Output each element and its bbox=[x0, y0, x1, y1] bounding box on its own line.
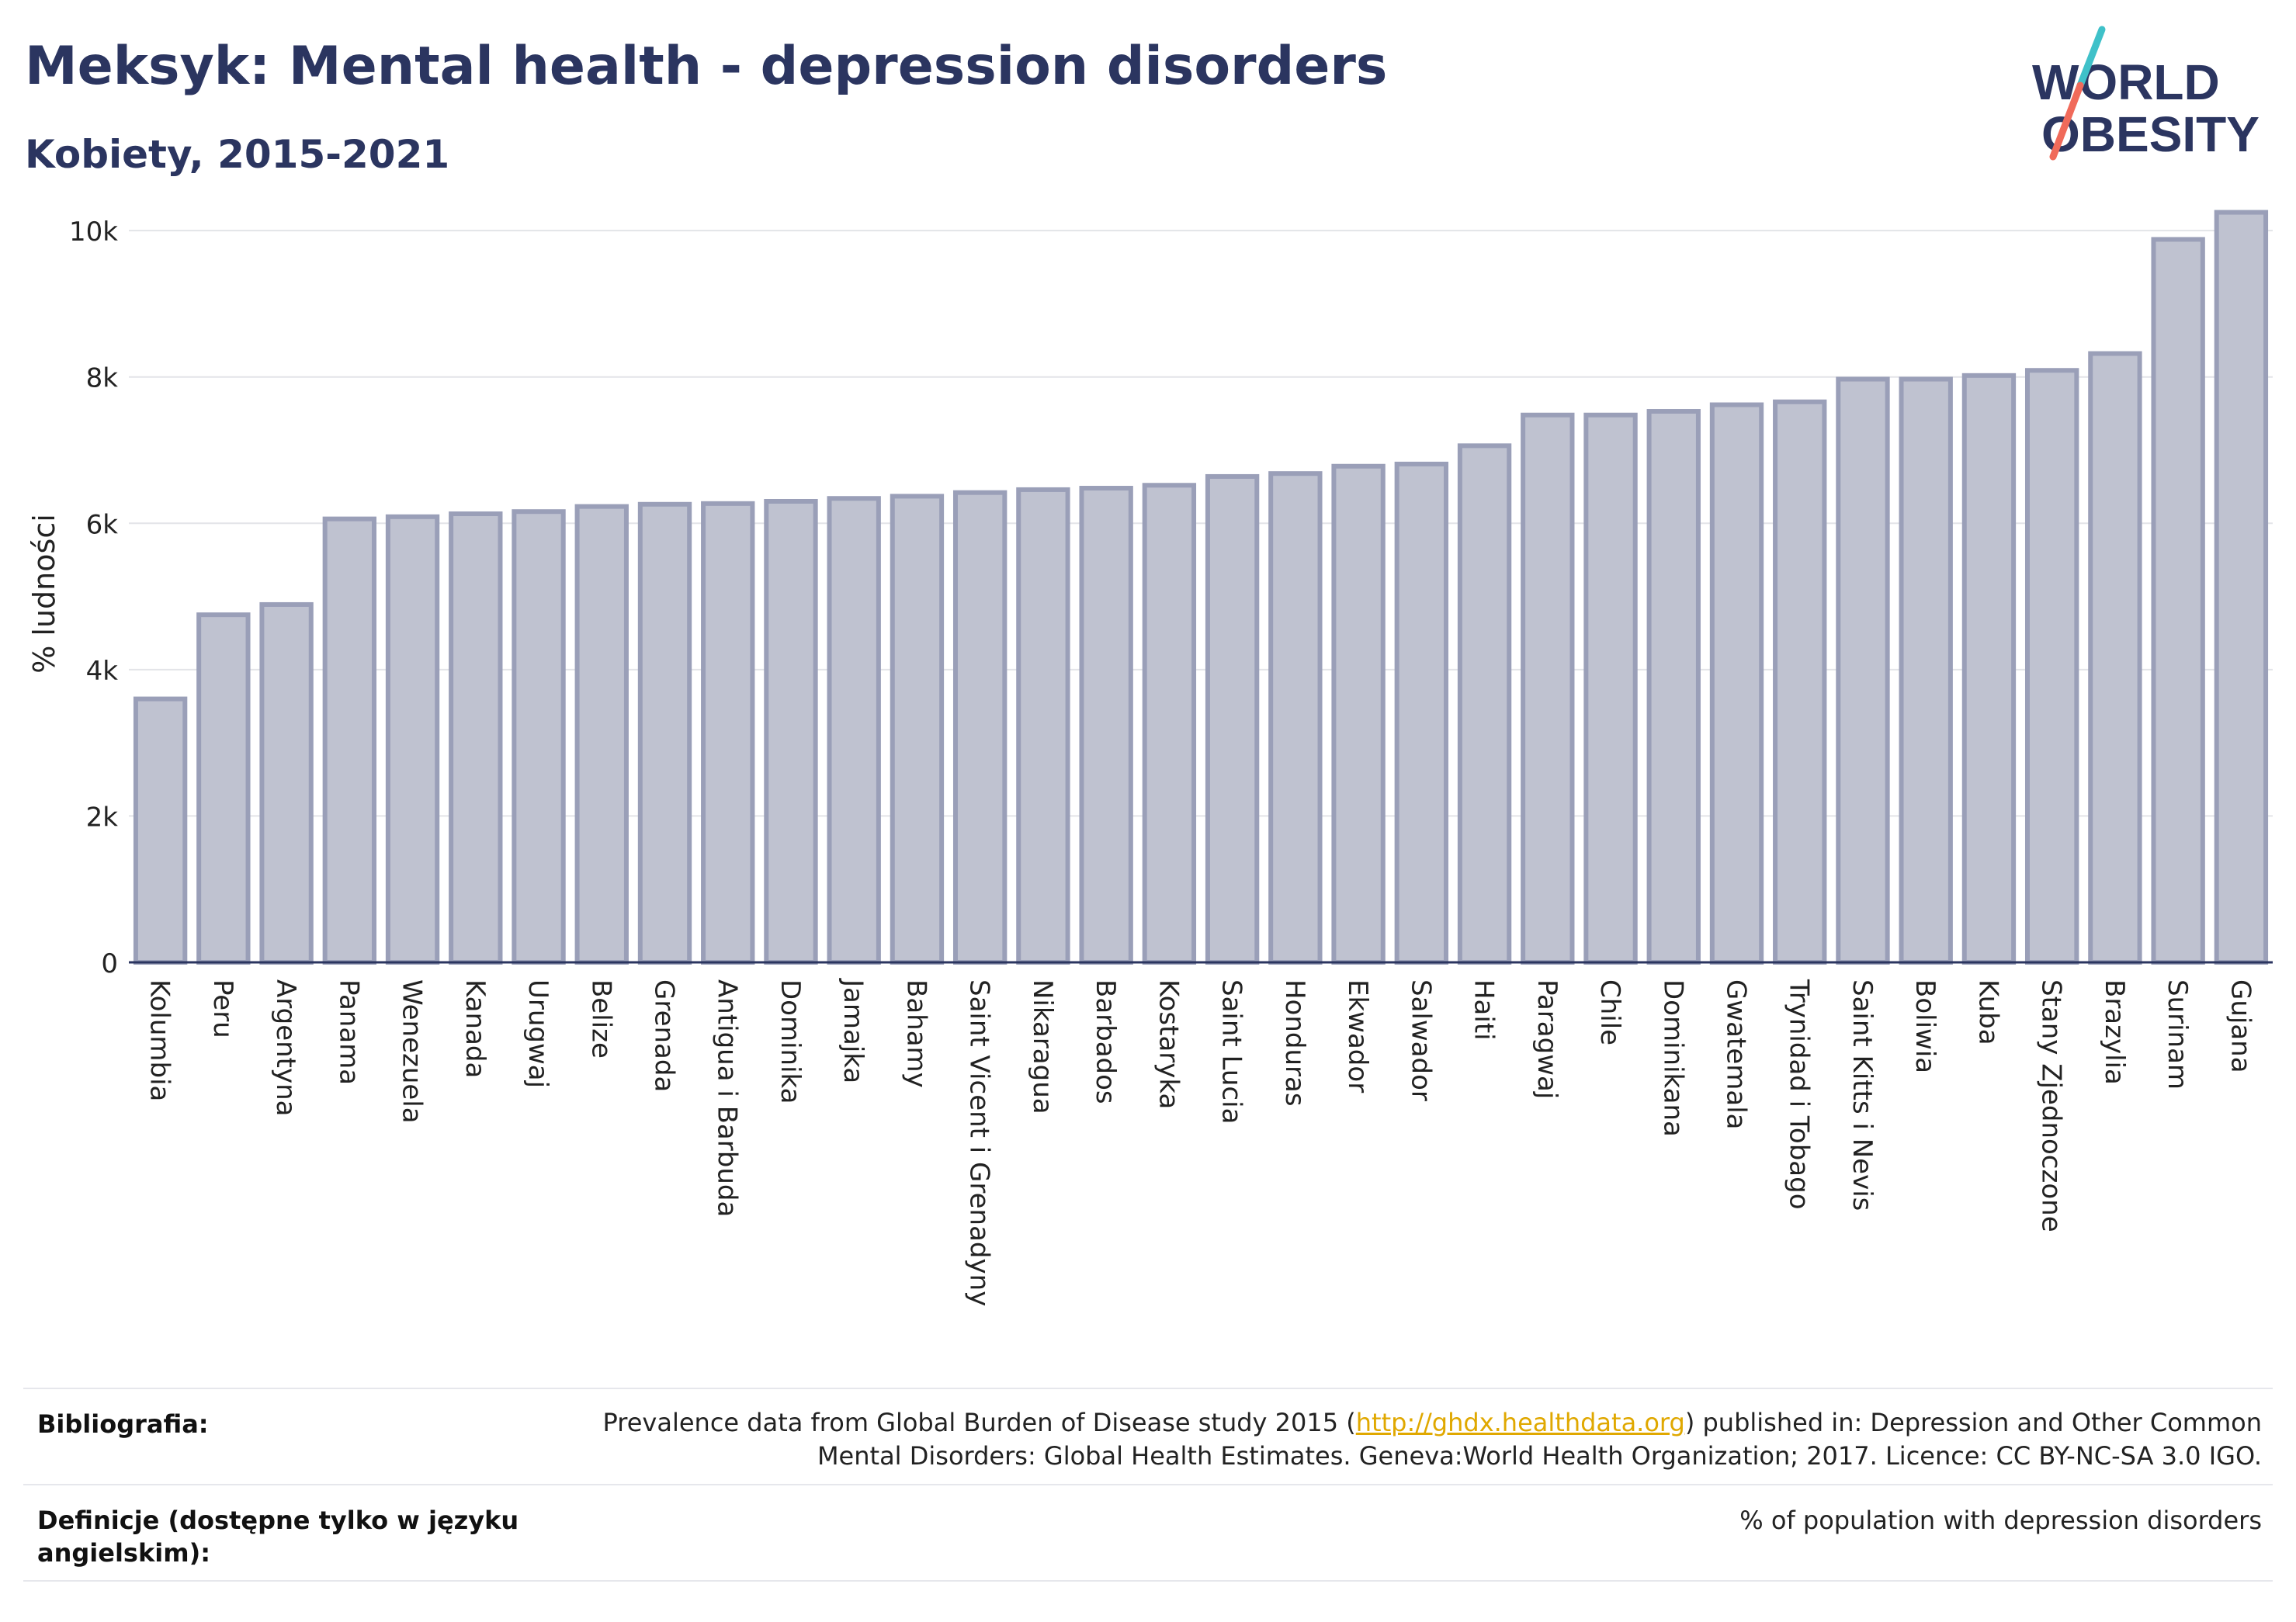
bar[interactable] bbox=[1079, 486, 1133, 965]
bar[interactable] bbox=[1583, 412, 1638, 965]
bar[interactable] bbox=[1016, 487, 1070, 965]
x-tick-label: Stany Zjednoczone bbox=[2036, 979, 2067, 1232]
footer-rule-top bbox=[23, 1388, 2273, 1389]
x-tick-label: Boliwia bbox=[1909, 979, 1941, 1073]
x-tick-label: Argentyna bbox=[270, 979, 301, 1117]
bar[interactable] bbox=[2024, 368, 2079, 965]
logo-slash-top bbox=[2076, 26, 2106, 89]
x-tick-label: Antigua i Barbuda bbox=[712, 979, 743, 1217]
x-tick-label: Kanada bbox=[460, 979, 491, 1078]
x-tick-label: Gwatemala bbox=[1721, 979, 1752, 1129]
y-tick-label: 0 bbox=[101, 948, 118, 979]
bar[interactable] bbox=[449, 511, 503, 965]
logo-slash-bottom bbox=[2049, 81, 2084, 161]
logo-line2: OBESITY bbox=[2041, 106, 2260, 162]
bar[interactable] bbox=[512, 509, 566, 965]
x-tick-label: Wenezuela bbox=[397, 979, 428, 1124]
x-tick-label: Kostaryka bbox=[1153, 979, 1184, 1109]
x-tick-label: Brazylia bbox=[2099, 979, 2130, 1085]
x-tick-label: Belize bbox=[585, 979, 616, 1059]
x-tick-label: Jamajka bbox=[838, 978, 869, 1083]
bar[interactable] bbox=[1205, 473, 1260, 965]
definitions-text: % of population with depression disorder… bbox=[1739, 1506, 2262, 1535]
y-tick-labels: 0 2k 4k 6k 8k 10k bbox=[69, 217, 118, 979]
x-tick-label: Dominika bbox=[775, 979, 806, 1104]
y-tick-label: 2k bbox=[86, 802, 119, 833]
x-tick-label: Trynidad i Tobago bbox=[1784, 979, 1815, 1210]
bar[interactable] bbox=[1394, 461, 1449, 965]
world-obesity-logo: WORLD OBESITY bbox=[2032, 26, 2260, 162]
bar[interactable] bbox=[890, 494, 945, 965]
bar[interactable] bbox=[1521, 412, 1575, 965]
x-tick-label: Salwador bbox=[1405, 979, 1436, 1101]
y-tick-label: 8k bbox=[86, 363, 119, 394]
x-tick-label: Nikaragua bbox=[1027, 979, 1058, 1114]
x-tick-label: Panama bbox=[333, 979, 364, 1085]
x-tick-label: Saint Vicent i Grenadyny bbox=[964, 979, 995, 1306]
y-axis-label: % ludności bbox=[27, 514, 61, 674]
bar[interactable] bbox=[1646, 409, 1701, 965]
bars bbox=[133, 210, 2269, 965]
x-tick-label: Gujana bbox=[2225, 979, 2256, 1073]
bar[interactable] bbox=[1899, 376, 1953, 965]
bibliography-link[interactable]: http://ghdx.healthdata.org bbox=[1355, 1408, 1685, 1437]
bar[interactable] bbox=[1268, 471, 1323, 965]
x-tick-label: Chile bbox=[1594, 979, 1625, 1045]
bar[interactable] bbox=[952, 490, 1008, 965]
x-tick-label: Honduras bbox=[1279, 979, 1310, 1107]
x-tick-label: Kolumbia bbox=[144, 979, 175, 1101]
bar[interactable] bbox=[827, 496, 881, 965]
logo-line1: WORLD bbox=[2032, 54, 2220, 110]
x-tick-label: Saint Lucia bbox=[1216, 979, 1247, 1124]
page-title: Meksyk: Mental health - depression disor… bbox=[25, 36, 1388, 97]
x-tick-label: Haiti bbox=[1469, 979, 1500, 1041]
x-tick-label: Barbados bbox=[1090, 979, 1121, 1104]
bar-chart: 0 2k 4k 6k 8k 10k Kolumbia Peru Argentyna Panama… bbox=[27, 210, 2273, 1306]
x-tick-label: Ekwador bbox=[1342, 979, 1373, 1093]
x-tick-label: Bahamy bbox=[900, 979, 931, 1088]
bar[interactable] bbox=[764, 499, 818, 965]
x-tick-label: Dominikana bbox=[1657, 979, 1688, 1137]
bar[interactable] bbox=[574, 504, 629, 965]
footer-rule-mid bbox=[23, 1484, 2273, 1485]
bar[interactable] bbox=[1961, 373, 2017, 965]
x-tick-label: Kuba bbox=[1972, 979, 2003, 1045]
footer-rule-bottom bbox=[23, 1580, 2273, 1582]
bar[interactable] bbox=[1142, 483, 1197, 965]
bar[interactable] bbox=[2088, 351, 2142, 965]
bar[interactable] bbox=[1773, 399, 1827, 965]
bar[interactable] bbox=[1836, 376, 1890, 965]
bar[interactable] bbox=[2214, 210, 2269, 965]
x-tick-label: Paragwaj bbox=[1531, 979, 1562, 1099]
x-tick-label: Surinam bbox=[2162, 979, 2193, 1090]
x-tick-label: Saint Kitts i Nevis bbox=[1847, 979, 1878, 1211]
bar[interactable] bbox=[637, 501, 692, 965]
x-tick-labels: Kolumbia Peru Argentyna Panama Wenezuela Kana… bbox=[144, 978, 2256, 1306]
bar[interactable] bbox=[385, 514, 440, 965]
y-tick-label: 10k bbox=[69, 217, 118, 248]
bar[interactable] bbox=[1457, 443, 1512, 965]
x-tick-label: Peru bbox=[207, 979, 238, 1038]
y-tick-label: 4k bbox=[86, 656, 119, 687]
page-subtitle: Kobiety, 2015-2021 bbox=[25, 132, 450, 177]
bibliography-label: Bibliografia: bbox=[37, 1409, 209, 1439]
bar[interactable] bbox=[259, 601, 314, 965]
definitions-label: Definicje (dostępne tylko w języku angie… bbox=[37, 1506, 519, 1568]
bar[interactable] bbox=[196, 612, 251, 965]
bar[interactable] bbox=[322, 516, 377, 965]
bibliography-text: Prevalence data from Global Burden of Di… bbox=[602, 1408, 2262, 1471]
bar[interactable] bbox=[1331, 463, 1386, 965]
x-tick-label: Urugwaj bbox=[522, 979, 553, 1088]
bar[interactable] bbox=[2151, 237, 2205, 965]
y-tick-label: 6k bbox=[86, 509, 119, 540]
bar[interactable] bbox=[701, 501, 755, 965]
bar[interactable] bbox=[133, 696, 188, 965]
x-tick-label: Grenada bbox=[649, 979, 680, 1092]
bar[interactable] bbox=[1709, 402, 1764, 965]
